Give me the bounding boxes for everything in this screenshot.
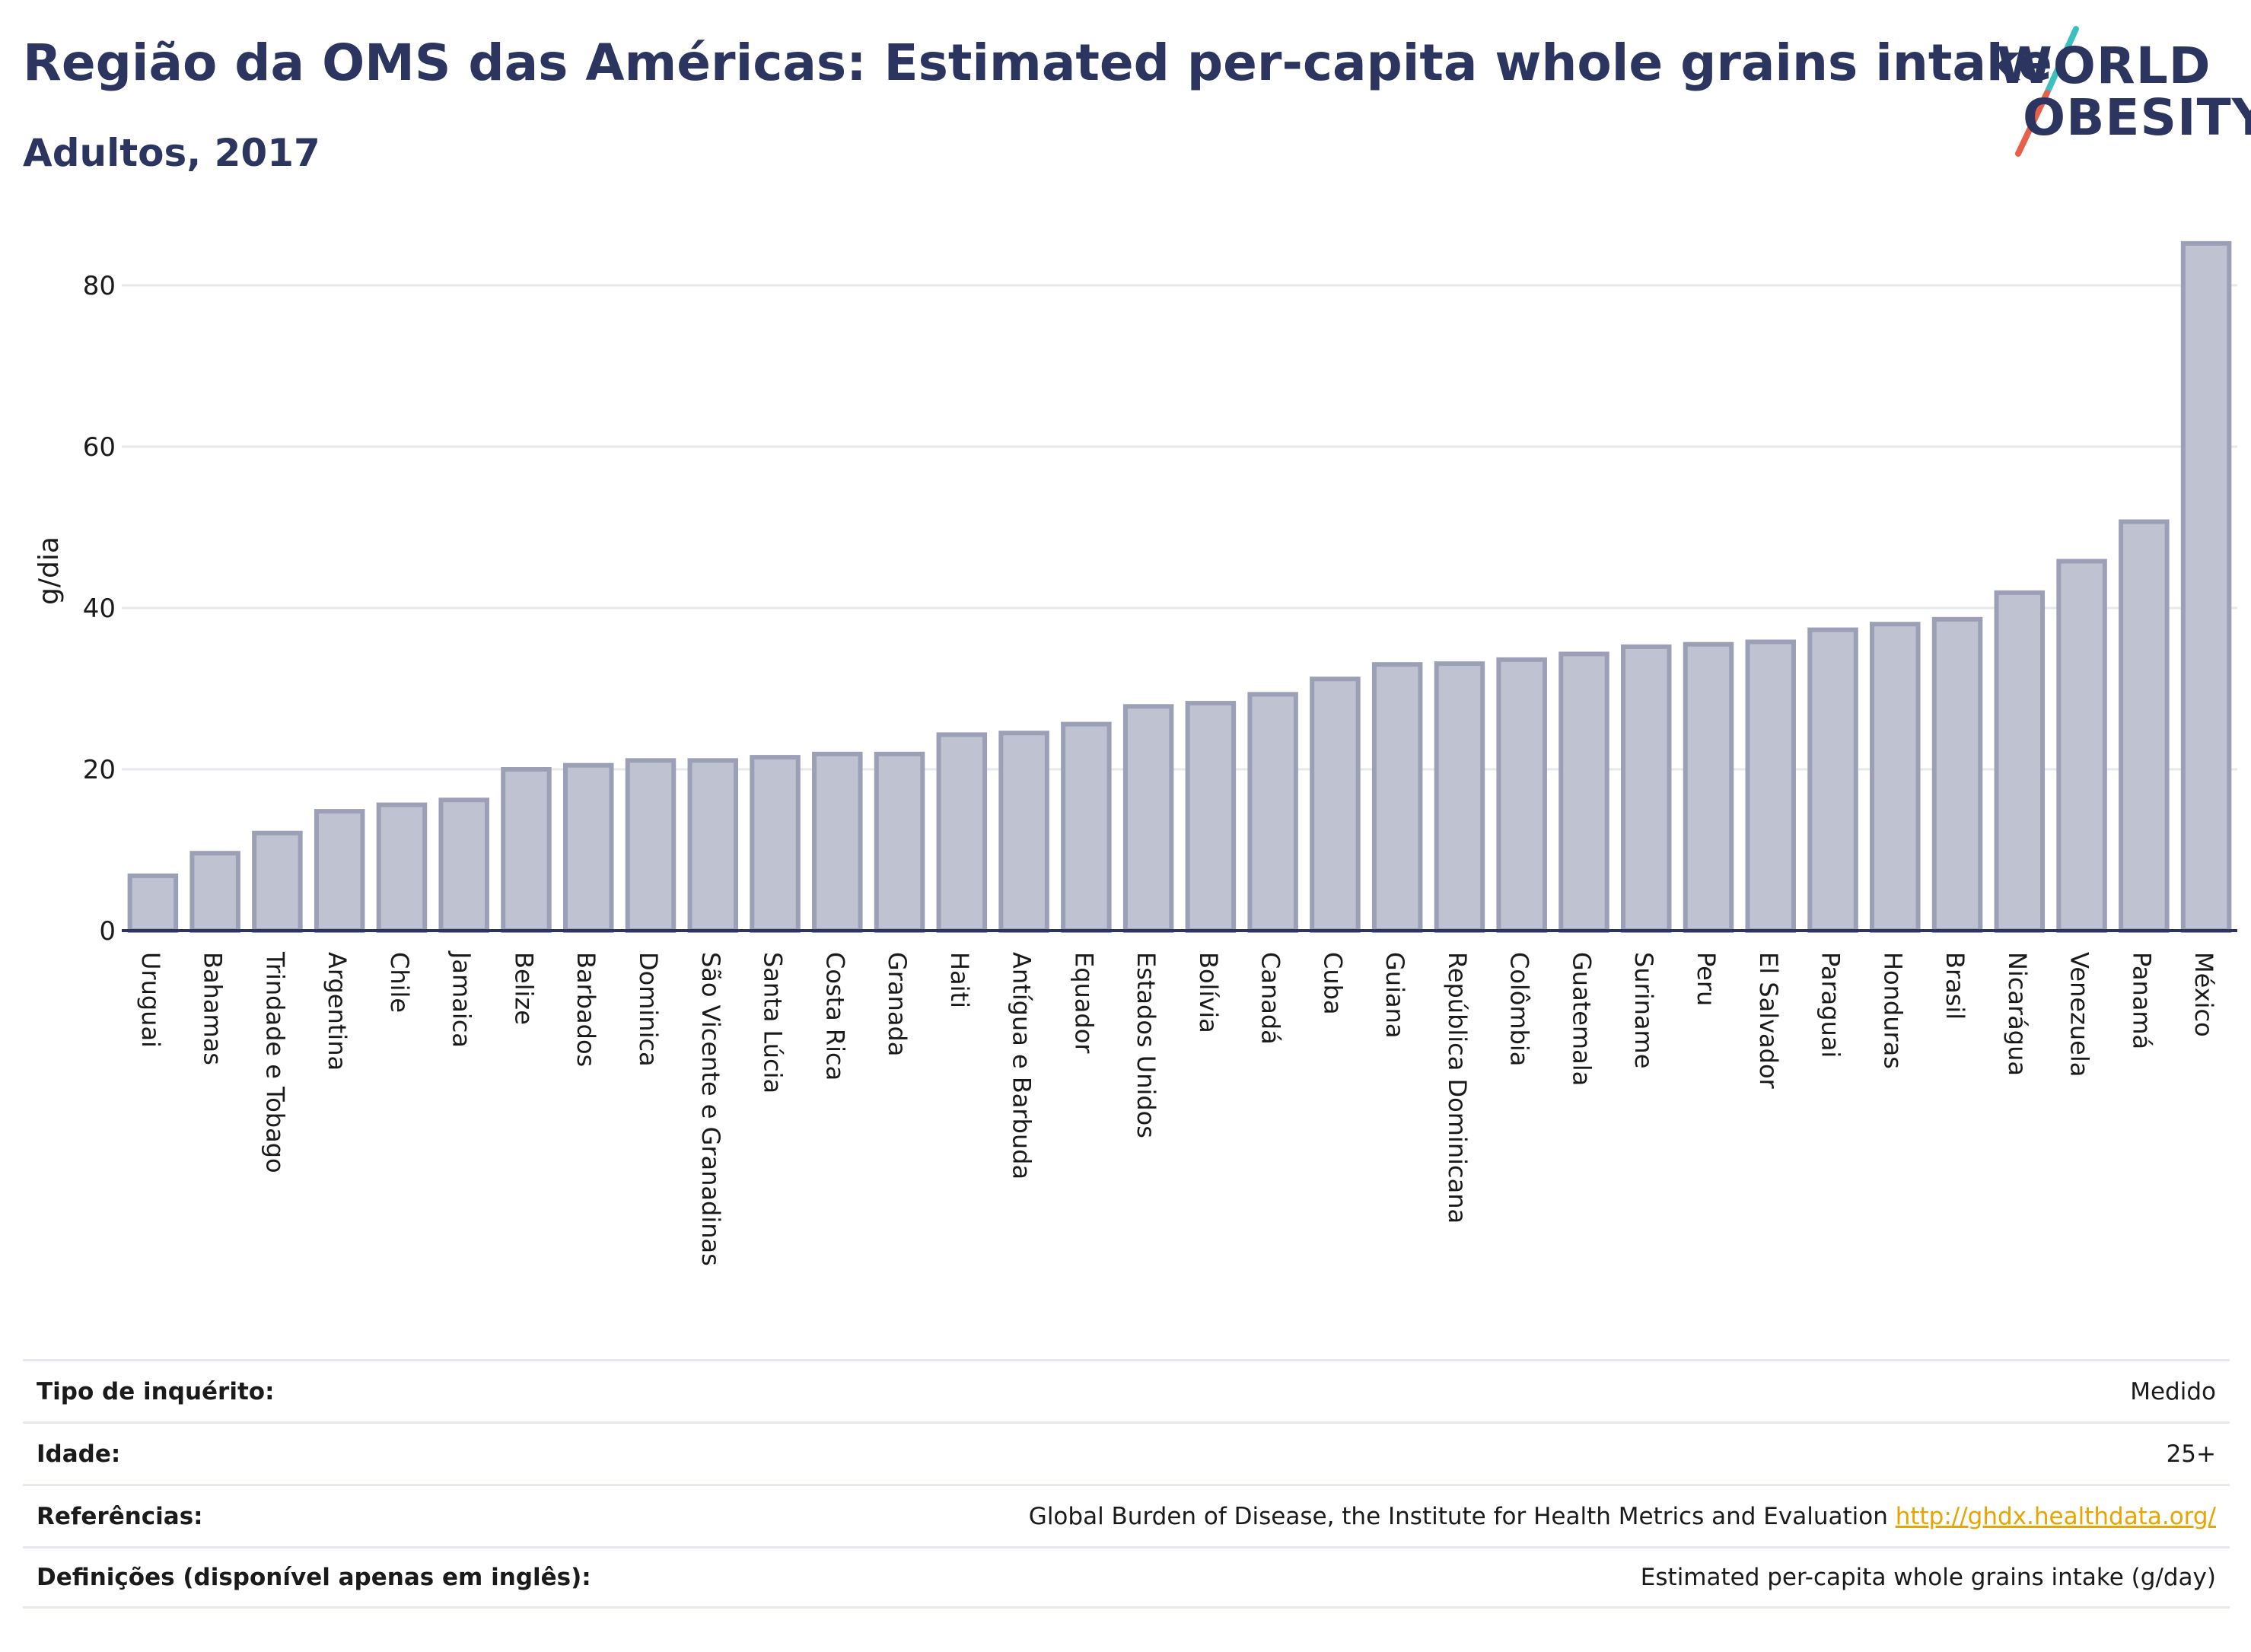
y-tick-label: 80 xyxy=(83,271,116,301)
bar[interactable] xyxy=(1931,616,1983,934)
chart-subtitle: Adultos, 2017 xyxy=(23,131,320,175)
x-tick-label: Honduras xyxy=(1878,952,1907,1069)
bar[interactable] xyxy=(1994,590,2046,933)
meta-label: Tipo de inquérito: xyxy=(37,1377,275,1405)
x-tick-label: Uruguai xyxy=(136,952,165,1048)
bar[interactable] xyxy=(1620,644,1672,933)
bar[interactable] xyxy=(1496,657,1547,934)
bar[interactable] xyxy=(376,802,428,934)
x-tick-label: Argentina xyxy=(323,952,352,1071)
bar[interactable] xyxy=(2056,559,2107,933)
bar[interactable] xyxy=(1683,641,1734,933)
x-tick-label: Brasil xyxy=(1941,952,1969,1020)
x-tick-label: Guatemala xyxy=(1567,952,1596,1086)
reference-text: Global Burden of Disease, the Institute … xyxy=(1028,1502,1888,1530)
x-tick-label: Nicarágua xyxy=(2003,952,2032,1076)
bar[interactable] xyxy=(1061,721,1112,933)
bar[interactable] xyxy=(252,830,303,933)
meta-value: Medido xyxy=(2130,1377,2216,1405)
x-tick-label: Peru xyxy=(1692,952,1721,1006)
logo-text-world: WORLD xyxy=(1997,37,2211,95)
bar[interactable] xyxy=(1745,639,1797,934)
bar[interactable] xyxy=(998,731,1049,933)
bar[interactable] xyxy=(1807,627,1858,933)
chart-title: Região da OMS das Américas: Estimated pe… xyxy=(23,33,2052,92)
x-tick-label: El Salvador xyxy=(1754,952,1783,1090)
y-tick-label: 40 xyxy=(83,594,116,624)
metadata-table: Tipo de inquérito: Medido Idade: 25+ Ref… xyxy=(23,1359,2230,1609)
bars xyxy=(127,240,2232,934)
meta-row-survey-type: Tipo de inquérito: Medido xyxy=(23,1359,2230,1421)
bar[interactable] xyxy=(1870,622,1921,933)
x-tick-label: Guiana xyxy=(1380,952,1409,1038)
bar[interactable] xyxy=(625,758,677,934)
bar[interactable] xyxy=(562,762,614,934)
bar-chart: 0 20 40 60 80 Uruguai Bahamas Trindade e Tobago… xyxy=(33,240,2237,1266)
bar[interactable] xyxy=(812,751,863,933)
meta-row-definitions: Definições (disponível apenas em inglês)… xyxy=(23,1546,2230,1609)
meta-value: 25+ xyxy=(2166,1440,2216,1468)
x-tick-label: Equador xyxy=(1069,952,1098,1054)
meta-value-references: Global Burden of Disease, the Institute … xyxy=(1029,1503,2216,1530)
x-tick-label: Bolívia xyxy=(1194,952,1223,1033)
world-obesity-logo[interactable]: WORLD OBESITY xyxy=(1986,23,2251,160)
bar[interactable] xyxy=(936,732,988,933)
x-tick-label: Barbados xyxy=(572,952,600,1067)
axes: 0 20 40 60 80 Uruguai Bahamas Trindade e Tobago… xyxy=(83,271,2237,1266)
bar[interactable] xyxy=(2180,240,2232,933)
y-tick-label: 20 xyxy=(83,755,116,785)
grid-lines xyxy=(122,284,2237,771)
x-tick-label: Suriname xyxy=(1629,952,1658,1068)
meta-label: Idade: xyxy=(37,1440,121,1468)
x-tick-label: Cuba xyxy=(1318,952,1347,1015)
x-tick-label: São Vicente e Granadinas xyxy=(696,952,725,1266)
bar[interactable] xyxy=(1247,692,1298,933)
meta-row-age: Idade: 25+ xyxy=(23,1421,2230,1484)
meta-label: Definições (disponível apenas em inglês)… xyxy=(37,1564,591,1591)
x-tick-label: México xyxy=(2189,952,2218,1037)
x-tick-label: Haiti xyxy=(945,952,974,1008)
x-tick-label: Colômbia xyxy=(1505,952,1534,1066)
x-tick-label: Costa Rica xyxy=(820,952,849,1081)
bar[interactable] xyxy=(1122,704,1174,933)
x-tick-label: Bahamas xyxy=(199,952,228,1065)
y-tick-label: 0 xyxy=(99,916,116,947)
bar[interactable] xyxy=(438,797,489,934)
x-tick-label: Santa Lúcia xyxy=(759,952,788,1093)
bar[interactable] xyxy=(1559,651,1609,933)
x-tick-label: Venezuela xyxy=(2065,952,2094,1077)
x-tick-label: Granada xyxy=(883,952,912,1056)
bar[interactable] xyxy=(1185,701,1237,934)
y-axis-label: g/dia xyxy=(33,536,65,605)
bar[interactable] xyxy=(189,851,240,933)
meta-label: Referências: xyxy=(37,1502,203,1530)
reference-link[interactable]: http://ghdx.healthdata.org/ xyxy=(1895,1502,2216,1530)
logo-slash-icon xyxy=(2015,26,2079,157)
x-tick-label: República Dominicana xyxy=(1443,952,1472,1224)
bar[interactable] xyxy=(501,767,552,933)
x-tick-label: Antígua e Barbuda xyxy=(1008,952,1036,1179)
x-tick-label: Panamá xyxy=(2127,952,2156,1049)
x-tick-label: Chile xyxy=(385,952,414,1013)
bar[interactable] xyxy=(1310,676,1361,934)
x-tick-label: Canadá xyxy=(1256,952,1285,1045)
bar[interactable] xyxy=(314,809,365,933)
bar[interactable] xyxy=(874,751,925,933)
x-tick-label: Jamaica xyxy=(447,950,476,1048)
bar[interactable] xyxy=(1371,662,1423,933)
x-tick-label: Dominica xyxy=(634,952,663,1067)
x-tick-label: Belize xyxy=(509,952,538,1025)
bar[interactable] xyxy=(1434,661,1485,933)
x-tick-label: Trindade e Tobago xyxy=(260,951,289,1173)
x-tick-label: Estados Unidos xyxy=(1132,952,1161,1138)
meta-value: Estimated per-capita whole grains intake… xyxy=(1640,1564,2216,1591)
bar[interactable] xyxy=(127,873,179,933)
meta-row-references: Referências: Global Burden of Disease, t… xyxy=(23,1484,2230,1546)
bar[interactable] xyxy=(2119,519,2170,933)
bar[interactable] xyxy=(750,755,801,933)
logo-text-obesity: OBESITY xyxy=(2023,88,2251,147)
bar[interactable] xyxy=(687,758,739,934)
x-tick-label: Paraguai xyxy=(1816,952,1845,1058)
y-tick-label: 60 xyxy=(83,432,116,463)
